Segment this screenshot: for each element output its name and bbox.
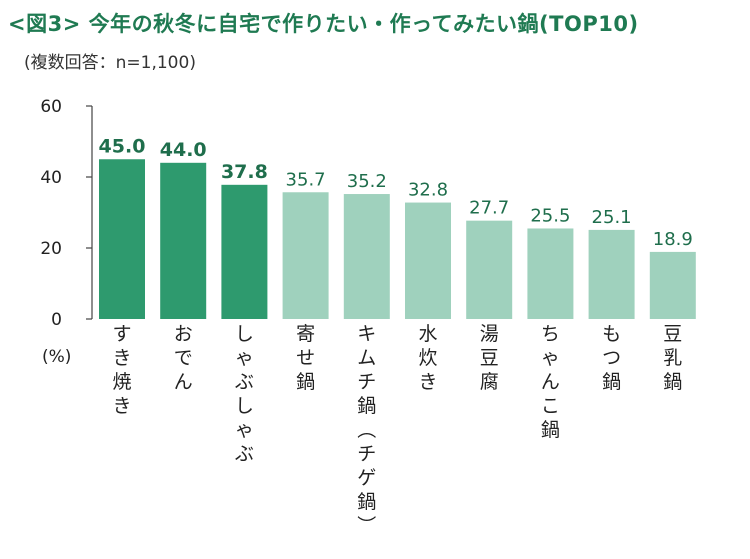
category-label: おでん <box>174 323 193 393</box>
category-label: もつ鍋 <box>602 323 621 393</box>
data-label: 32.8 <box>408 180 448 201</box>
bar <box>343 194 390 319</box>
bar <box>588 229 635 319</box>
bar <box>405 202 451 319</box>
category-label: キムチ鍋︵チゲ鍋︶ <box>357 323 376 537</box>
bar <box>649 251 696 319</box>
bar <box>527 228 574 319</box>
category-label: しゃぶしゃぶ <box>235 323 254 465</box>
y-axis-unit-label: (%) <box>42 347 71 367</box>
data-label: 18.9 <box>653 229 693 250</box>
category-label: 豆乳鍋 <box>663 323 682 393</box>
chart-subtitle: (複数回答：n=1,100) <box>24 53 196 73</box>
data-label: 25.1 <box>592 207 632 228</box>
data-label: 35.7 <box>286 169 326 190</box>
y-tick-label: 20 <box>40 239 62 259</box>
y-tick-label: 0 <box>51 310 62 330</box>
data-label: 35.2 <box>347 171 387 192</box>
category-label: ちゃんこ鍋 <box>541 323 560 441</box>
category-label: 寄せ鍋 <box>296 323 315 393</box>
bar <box>282 192 329 319</box>
bar <box>160 162 207 319</box>
category-labels: すき焼き おでん しゃぶしゃぶ 寄せ鍋 キムチ鍋︵チゲ鍋︶ 水炊き 湯豆腐 ちゃんこ鍋 もつ鍋 豆… <box>112 323 682 537</box>
data-label: 37.8 <box>221 161 268 183</box>
category-label: 湯豆腐 <box>480 323 499 393</box>
bar <box>466 220 513 319</box>
value-labels: 45.0 44.0 37.8 35.7 35.2 32.8 27.7 25.5 25.1 18.9 <box>99 135 693 250</box>
bars <box>99 159 696 319</box>
y-axis: 0 20 40 60 <box>40 97 93 330</box>
chart-title: <図3> 今年の秋冬に自宅で作りたい・作ってみたい鍋(TOP10) <box>8 12 639 36</box>
data-label: 44.0 <box>160 139 207 161</box>
data-label: 27.7 <box>469 198 509 219</box>
data-label: 45.0 <box>99 135 146 157</box>
y-tick-label: 60 <box>40 97 62 117</box>
category-label: 水炊き <box>418 323 437 393</box>
data-label: 25.5 <box>530 205 570 226</box>
category-label: すき焼き <box>112 323 131 417</box>
y-tick-label: 40 <box>40 168 62 188</box>
bar <box>99 159 145 319</box>
bar <box>221 184 268 319</box>
